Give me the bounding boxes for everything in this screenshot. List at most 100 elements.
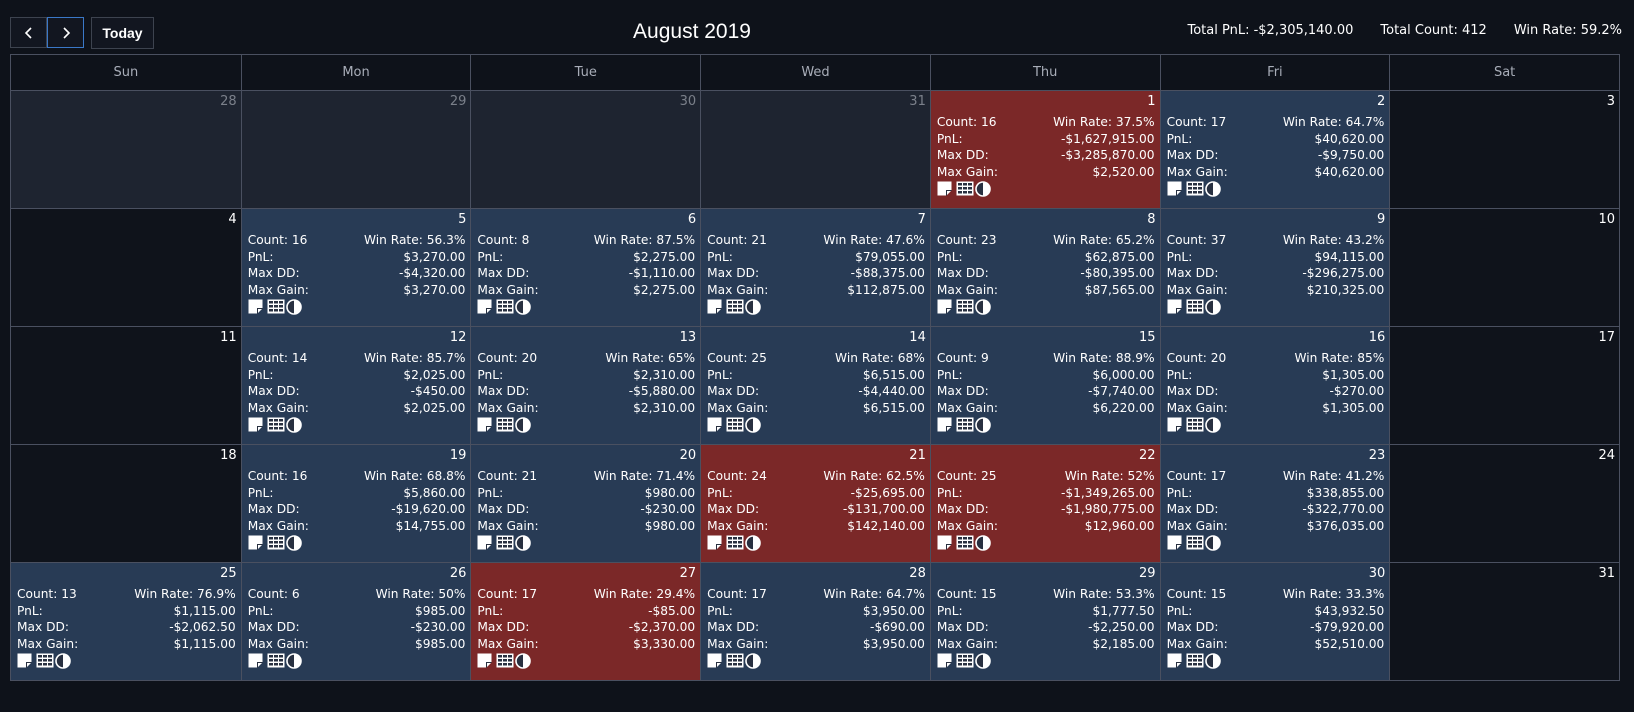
table-icon[interactable] bbox=[496, 535, 514, 550]
note-icon[interactable] bbox=[1167, 535, 1184, 550]
table-icon[interactable] bbox=[956, 299, 974, 314]
table-icon[interactable] bbox=[726, 417, 744, 432]
contrast-icon[interactable] bbox=[975, 535, 992, 551]
day-cell[interactable]: 17 bbox=[1389, 327, 1619, 444]
day-cell[interactable]: 13 Count: 20 Win Rate: 65% PnL: $2,310.00 Max… bbox=[470, 327, 701, 444]
next-month-button[interactable] bbox=[47, 17, 84, 48]
table-icon[interactable] bbox=[956, 653, 974, 668]
contrast-icon[interactable] bbox=[515, 653, 532, 669]
day-cell[interactable]: 9 Count: 37 Win Rate: 43.2% PnL: $94,115.00 M… bbox=[1159, 209, 1390, 326]
table-icon[interactable] bbox=[496, 653, 514, 668]
table-icon[interactable] bbox=[1186, 535, 1204, 550]
day-cell[interactable]: 14 Count: 25 Win Rate: 68% PnL: $6,515.00 Max… bbox=[700, 327, 930, 444]
contrast-icon[interactable] bbox=[975, 653, 992, 669]
day-cell[interactable]: 16 Count: 20 Win Rate: 85% PnL: $1,305.00 Max… bbox=[1159, 327, 1390, 444]
table-icon[interactable] bbox=[1186, 653, 1204, 668]
table-icon[interactable] bbox=[1186, 417, 1204, 432]
contrast-icon[interactable] bbox=[975, 417, 992, 433]
note-icon[interactable] bbox=[937, 417, 954, 432]
note-icon[interactable] bbox=[17, 653, 34, 668]
table-icon[interactable] bbox=[956, 181, 974, 196]
note-icon[interactable] bbox=[937, 299, 954, 314]
contrast-icon[interactable] bbox=[1204, 417, 1222, 433]
note-icon[interactable] bbox=[477, 417, 494, 432]
day-cell[interactable]: 31 bbox=[1389, 563, 1619, 680]
table-icon[interactable] bbox=[267, 299, 285, 314]
day-cell[interactable]: 4 bbox=[11, 209, 241, 326]
contrast-icon[interactable] bbox=[285, 299, 303, 315]
note-icon[interactable] bbox=[248, 535, 265, 550]
day-cell[interactable]: 20 Count: 21 Win Rate: 71.4% PnL: $980.00 Max… bbox=[470, 445, 701, 562]
day-cell[interactable]: 2 Count: 17 Win Rate: 64.7% PnL: $40,620.00 M… bbox=[1159, 91, 1390, 208]
note-icon[interactable] bbox=[707, 299, 724, 314]
day-cell[interactable]: 21 Count: 24 Win Rate: 62.5% PnL: -$25,695.0… bbox=[700, 445, 930, 562]
day-cell[interactable]: 18 bbox=[11, 445, 241, 562]
note-icon[interactable] bbox=[248, 653, 265, 668]
table-icon[interactable] bbox=[956, 417, 974, 432]
table-icon[interactable] bbox=[267, 653, 285, 668]
note-icon[interactable] bbox=[707, 653, 724, 668]
day-cell[interactable]: 5 Count: 16 Win Rate: 56.3% PnL: $3,270.00 Ma… bbox=[240, 209, 471, 326]
day-cell[interactable]: 31 bbox=[700, 91, 930, 208]
day-cell[interactable]: 30 bbox=[470, 91, 701, 208]
table-icon[interactable] bbox=[36, 653, 54, 668]
day-cell[interactable]: 8 Count: 23 Win Rate: 65.2% PnL: $62,875.00 M… bbox=[929, 209, 1160, 326]
day-cell[interactable]: 23 Count: 17 Win Rate: 41.2% PnL: $338,855.0… bbox=[1159, 445, 1390, 562]
day-cell[interactable]: 3 bbox=[1389, 91, 1619, 208]
table-icon[interactable] bbox=[267, 535, 285, 550]
note-icon[interactable] bbox=[477, 299, 494, 314]
contrast-icon[interactable] bbox=[745, 653, 762, 669]
note-icon[interactable] bbox=[1167, 417, 1184, 432]
note-icon[interactable] bbox=[937, 535, 954, 550]
day-cell[interactable]: 26 Count: 6 Win Rate: 50% PnL: $985.00 Max DD… bbox=[240, 563, 471, 680]
day-cell[interactable]: 11 bbox=[11, 327, 241, 444]
day-cell[interactable]: 27 Count: 17 Win Rate: 29.4% PnL: -$85.00 Max… bbox=[470, 563, 701, 680]
note-icon[interactable] bbox=[477, 535, 494, 550]
contrast-icon[interactable] bbox=[745, 417, 762, 433]
contrast-icon[interactable] bbox=[515, 299, 532, 315]
day-cell[interactable]: 22 Count: 25 Win Rate: 52% PnL: -$1,349,265.… bbox=[929, 445, 1160, 562]
note-icon[interactable] bbox=[248, 299, 265, 314]
contrast-icon[interactable] bbox=[515, 417, 532, 433]
contrast-icon[interactable] bbox=[1204, 653, 1222, 669]
note-icon[interactable] bbox=[477, 653, 494, 668]
contrast-icon[interactable] bbox=[285, 417, 303, 433]
day-cell[interactable]: 25 Count: 13 Win Rate: 76.9% PnL: $1,115.00 M… bbox=[11, 563, 241, 680]
day-cell[interactable]: 28 bbox=[11, 91, 241, 208]
day-cell[interactable]: 29 Count: 15 Win Rate: 53.3% PnL: $1,777.50 M… bbox=[929, 563, 1160, 680]
note-icon[interactable] bbox=[937, 653, 954, 668]
contrast-icon[interactable] bbox=[745, 299, 762, 315]
day-cell[interactable]: 1 Count: 16 Win Rate: 37.5% PnL: -$1,627,915… bbox=[929, 91, 1160, 208]
contrast-icon[interactable] bbox=[1204, 299, 1222, 315]
table-icon[interactable] bbox=[726, 535, 744, 550]
prev-month-button[interactable] bbox=[10, 17, 47, 48]
contrast-icon[interactable] bbox=[1204, 181, 1222, 197]
day-cell[interactable]: 29 bbox=[240, 91, 471, 208]
note-icon[interactable] bbox=[1167, 299, 1184, 314]
day-cell[interactable]: 24 bbox=[1389, 445, 1619, 562]
day-cell[interactable]: 19 Count: 16 Win Rate: 68.8% PnL: $5,860.00 M… bbox=[240, 445, 471, 562]
contrast-icon[interactable] bbox=[285, 653, 303, 669]
table-icon[interactable] bbox=[496, 299, 514, 314]
day-cell[interactable]: 15 Count: 9 Win Rate: 88.9% PnL: $6,000.00 Ma… bbox=[929, 327, 1160, 444]
note-icon[interactable] bbox=[248, 417, 265, 432]
note-icon[interactable] bbox=[1167, 181, 1184, 196]
table-icon[interactable] bbox=[1186, 181, 1204, 196]
table-icon[interactable] bbox=[496, 417, 514, 432]
day-cell[interactable]: 10 bbox=[1389, 209, 1619, 326]
contrast-icon[interactable] bbox=[1204, 535, 1222, 551]
table-icon[interactable] bbox=[1186, 299, 1204, 314]
table-icon[interactable] bbox=[956, 535, 974, 550]
note-icon[interactable] bbox=[1167, 653, 1184, 668]
contrast-icon[interactable] bbox=[975, 181, 992, 197]
contrast-icon[interactable] bbox=[745, 535, 762, 551]
table-icon[interactable] bbox=[726, 653, 744, 668]
note-icon[interactable] bbox=[707, 535, 724, 550]
contrast-icon[interactable] bbox=[55, 653, 72, 669]
table-icon[interactable] bbox=[267, 417, 285, 432]
day-cell[interactable]: 7 Count: 21 Win Rate: 47.6% PnL: $79,055.00 M… bbox=[700, 209, 930, 326]
contrast-icon[interactable] bbox=[285, 535, 303, 551]
contrast-icon[interactable] bbox=[975, 299, 992, 315]
day-cell[interactable]: 30 Count: 15 Win Rate: 33.3% PnL: $43,932.50… bbox=[1159, 563, 1390, 680]
today-button[interactable]: Today bbox=[91, 17, 154, 49]
